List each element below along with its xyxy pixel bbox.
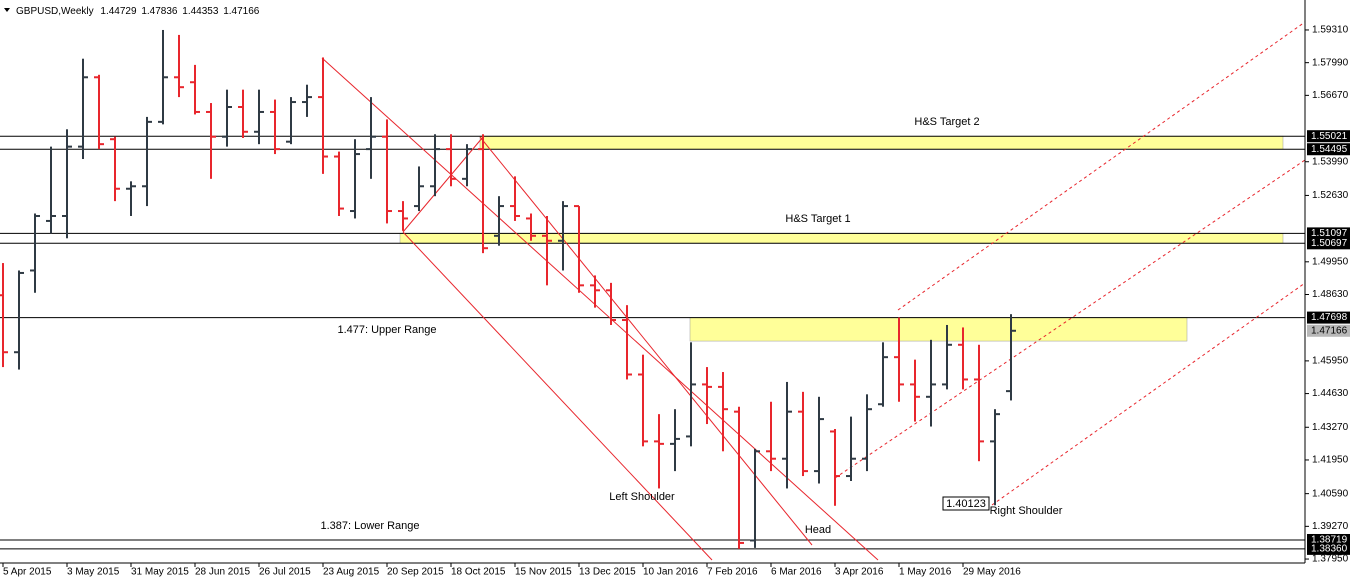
y-tick-label: 1.53990	[1312, 156, 1349, 167]
x-tick-label: 29 May 2016	[963, 567, 1021, 578]
zone	[689, 317, 1188, 342]
y-tick-label: 1.40590	[1312, 488, 1349, 499]
x-tick-label: 20 Sep 2015	[387, 567, 444, 578]
dashed-trend	[991, 282, 1306, 506]
last-open: 1.44729	[100, 6, 137, 17]
header: GBPUSD,Weekly 1.44729 1.47836 1.44353 1.…	[16, 6, 260, 17]
annotation: H&S Target 1	[785, 213, 850, 225]
x-tick-label: 10 Jan 2016	[643, 567, 698, 578]
current-price-box	[1307, 324, 1350, 337]
annotation: H&S Target 2	[914, 116, 979, 128]
current-price-label: 1.47166	[1311, 325, 1348, 336]
y-tick-label: 1.44630	[1312, 388, 1349, 399]
level-label: 1.38719	[1311, 535, 1348, 546]
level-label: 1.55021	[1311, 131, 1348, 142]
x-tick-label: 28 Jun 2015	[195, 567, 250, 578]
x-tick-label: 13 Dec 2015	[579, 567, 636, 578]
last-high: 1.47836	[141, 6, 178, 17]
y-tick-label: 1.56670	[1312, 90, 1349, 101]
channel-line	[402, 136, 484, 233]
level-box	[1307, 542, 1350, 555]
annotation: Left Shoulder	[609, 491, 675, 503]
channel-line	[321, 57, 879, 561]
y-tick-label: 1.57990	[1312, 57, 1349, 68]
x-tick-label: 3 May 2015	[67, 567, 120, 578]
zone	[479, 135, 1284, 150]
channel-line	[479, 136, 813, 546]
menu-arrow[interactable]	[4, 8, 10, 12]
level-label: 1.38360	[1311, 544, 1348, 555]
annotation: 1.477: Upper Range	[337, 324, 436, 336]
y-tick-label: 1.43270	[1312, 422, 1349, 433]
annotation: 1.387: Lower Range	[320, 520, 419, 532]
last-low: 1.44353	[182, 6, 219, 17]
y-tick-label: 1.52630	[1312, 190, 1349, 201]
level-box	[1307, 227, 1350, 240]
x-tick-label: 31 May 2015	[131, 567, 189, 578]
x-tick-label: 1 May 2016	[899, 567, 952, 578]
y-tick-label: 1.59310	[1312, 25, 1349, 36]
level-box	[1307, 237, 1350, 250]
level-label: 1.51097	[1311, 228, 1348, 239]
dashed-trend	[897, 21, 1306, 311]
x-tick-label: 18 Oct 2015	[451, 567, 506, 578]
price-box	[942, 496, 990, 511]
y-tick-label: 1.39270	[1312, 521, 1349, 532]
x-tick-label: 6 Mar 2016	[771, 567, 822, 578]
level-box	[1307, 130, 1350, 143]
x-tick-label: 23 Aug 2015	[323, 567, 380, 578]
symbol: GBPUSD,Weekly	[16, 6, 94, 17]
channel-line	[402, 231, 713, 561]
level-label: 1.47698	[1311, 312, 1348, 323]
x-tick-label: 3 Apr 2016	[835, 567, 884, 578]
x-tick-label: 15 Nov 2015	[515, 567, 572, 578]
level-label: 1.54495	[1311, 144, 1348, 155]
x-tick-label: 26 Jul 2015	[259, 567, 311, 578]
y-tick-label: 1.37950	[1312, 554, 1349, 565]
y-tick-label: 1.49950	[1312, 256, 1349, 267]
price-box-label: 1.40123	[946, 498, 986, 510]
x-tick-label: 5 Apr 2015	[3, 567, 52, 578]
annotation: Right Shoulder	[990, 505, 1063, 517]
y-tick-label: 1.41950	[1312, 455, 1349, 466]
y-tick-label: 1.48630	[1312, 289, 1349, 300]
level-box	[1307, 311, 1350, 324]
last-close: 1.47166	[223, 6, 260, 17]
level-label: 1.50697	[1311, 238, 1348, 249]
dashed-trend	[834, 159, 1306, 479]
y-tick-label: 1.45950	[1312, 356, 1349, 367]
level-box	[1307, 143, 1350, 156]
annotation: Head	[805, 524, 831, 536]
x-tick-label: 7 Feb 2016	[707, 567, 758, 578]
